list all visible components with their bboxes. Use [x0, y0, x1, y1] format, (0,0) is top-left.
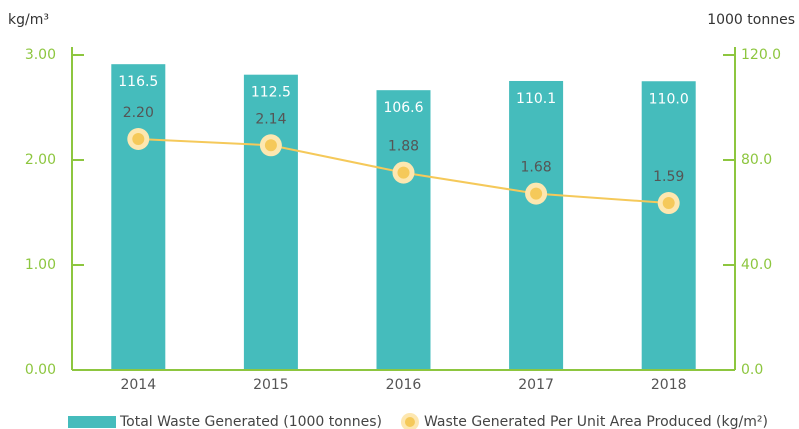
legend-swatch [404, 417, 415, 427]
bar [243, 74, 298, 370]
line-value-label: 1.59 [653, 169, 684, 185]
marker [662, 197, 675, 210]
bar [376, 90, 431, 371]
marker [530, 187, 543, 200]
x-tick-label: 2014 [120, 377, 156, 393]
legend-label: Total Waste Generated (1000 tonnes) [119, 414, 382, 429]
bar-value-label: 110.0 [649, 91, 689, 107]
marker [397, 166, 410, 179]
bar [111, 64, 166, 370]
marker [132, 133, 145, 145]
y-axis-label: kg/m³ [8, 12, 49, 28]
y-tick-label: 0.00 [25, 362, 56, 378]
y2-tick-label: 40.0 [741, 257, 772, 273]
x-tick-label: 2016 [386, 377, 422, 393]
x-tick-label: 2017 [518, 377, 554, 393]
y-tick-label: 1.00 [25, 257, 56, 273]
y2-tick-label: 0.0 [741, 362, 763, 378]
x-tick-label: 2015 [253, 377, 289, 393]
y-tick-label: 3.00 [25, 47, 56, 63]
bar-value-label: 116.5 [118, 74, 158, 90]
line-value-label: 2.20 [123, 105, 154, 121]
legend-label: Waste Generated Per Unit Area Produced (… [424, 414, 768, 429]
bar [509, 80, 564, 371]
bar-value-label: 112.5 [251, 85, 291, 101]
y2-tick-label: 80.0 [741, 152, 772, 168]
bar [641, 81, 696, 370]
line-value-label: 2.14 [255, 111, 286, 127]
line-value-label: 1.88 [388, 139, 419, 155]
line-value-label: 1.68 [521, 160, 552, 176]
bar-value-label: 106.6 [383, 100, 423, 116]
bar-value-label: 110.1 [516, 91, 556, 107]
y2-axis-label: 1000 tonnes [707, 12, 795, 28]
y-tick-label: 2.00 [25, 152, 56, 168]
legend-swatch [68, 416, 116, 428]
x-tick-label: 2018 [651, 377, 687, 393]
y2-tick-label: 120.0 [741, 47, 781, 63]
marker [264, 139, 277, 152]
